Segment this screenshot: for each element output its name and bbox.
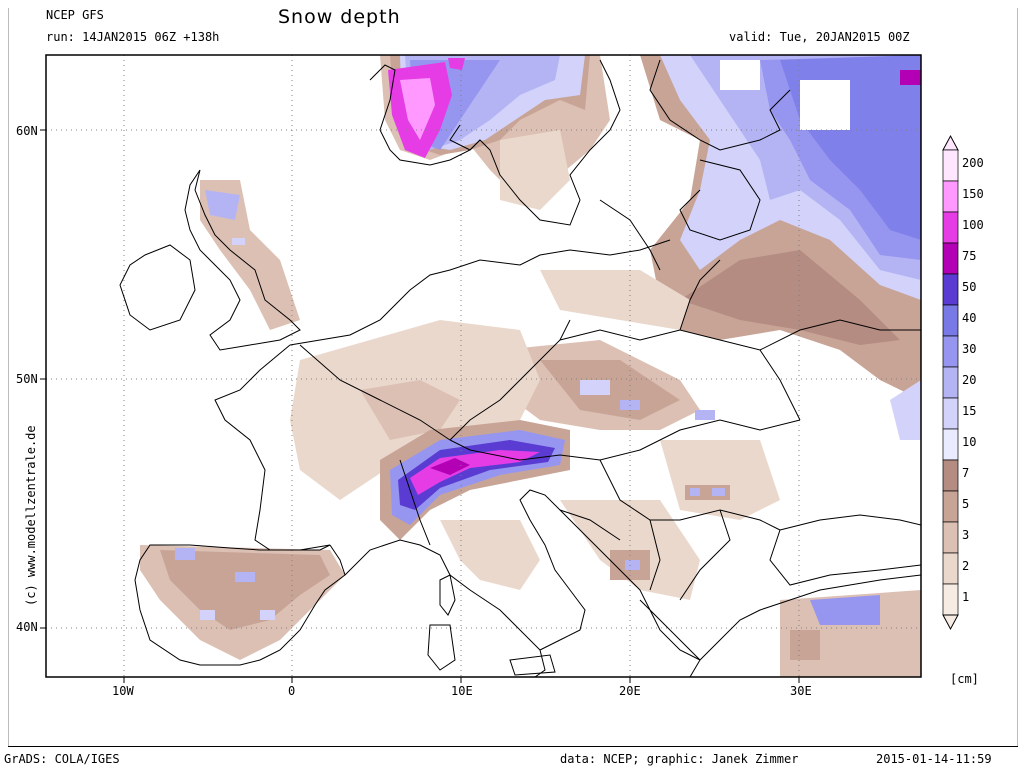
- lat-lon-grid: [46, 55, 921, 677]
- outer-frame-bottom: [8, 746, 1018, 747]
- run-label: run: 14JAN2015 06Z +138h: [46, 30, 220, 44]
- snow-depth-shading: [140, 55, 921, 677]
- outer-frame-left: [8, 8, 9, 746]
- model-label: NCEP GFS: [46, 8, 104, 22]
- map-frame: [45, 54, 922, 678]
- legend-swatch: [942, 459, 959, 492]
- legend-unit: [cm]: [950, 672, 979, 686]
- legend-level-label: 5: [962, 497, 969, 511]
- legend-swatch: [942, 366, 959, 399]
- lat-label-50n: 50N: [16, 372, 38, 386]
- lon-label-10w: 10W: [112, 684, 134, 698]
- lat-label-40n: 40N: [16, 620, 38, 634]
- legend-level-label: 150: [962, 187, 984, 201]
- legend-level-label: 40: [962, 311, 976, 325]
- legend-level-label: 15: [962, 404, 976, 418]
- outer-frame-right: [1017, 8, 1018, 746]
- lon-label-0: 0: [288, 684, 296, 698]
- legend-swatch: [942, 211, 959, 244]
- legend-swatch: [942, 552, 959, 585]
- coastlines-borders: [119, 59, 921, 677]
- legend-level-label: 200: [962, 156, 984, 170]
- legend-swatch: [942, 490, 959, 523]
- legend-swatch: [942, 242, 959, 275]
- legend-bottom-arrow: [942, 614, 959, 631]
- legend-level-label: 100: [962, 218, 984, 232]
- legend-top-arrow: [942, 134, 959, 151]
- legend-level-label: 30: [962, 342, 976, 356]
- lon-label-10e: 10E: [451, 684, 473, 698]
- legend-swatch: [942, 583, 959, 616]
- footer-timestamp: 2015-01-14-11:59: [876, 752, 992, 766]
- lat-label-60n: 60N: [16, 124, 38, 138]
- lon-label-30e: 30E: [790, 684, 812, 698]
- legend-swatch: [942, 180, 959, 213]
- legend-level-label: 10: [962, 435, 976, 449]
- legend-level-label: 20: [962, 373, 976, 387]
- legend-level-label: 75: [962, 249, 976, 263]
- legend-swatch: [942, 149, 959, 182]
- valid-time-label: valid: Tue, 20JAN2015 00Z: [729, 30, 910, 44]
- legend-level-label: 7: [962, 466, 969, 480]
- footer-software: GrADS: COLA/IGES: [4, 752, 120, 766]
- lon-label-20e: 20E: [619, 684, 641, 698]
- legend-level-label: 1: [962, 590, 969, 604]
- legend-swatch: [942, 335, 959, 368]
- legend-swatch: [942, 273, 959, 306]
- legend-swatch: [942, 397, 959, 430]
- legend-level-label: 2: [962, 559, 969, 573]
- footer-credit: data: NCEP; graphic: Janek Zimmer: [560, 752, 799, 766]
- legend-swatch: [942, 428, 959, 461]
- legend-swatch: [942, 304, 959, 337]
- legend-swatch: [942, 521, 959, 554]
- legend-level-label: 3: [962, 528, 969, 542]
- legend-level-label: 50: [962, 280, 976, 294]
- map-title: Snow depth: [278, 6, 401, 28]
